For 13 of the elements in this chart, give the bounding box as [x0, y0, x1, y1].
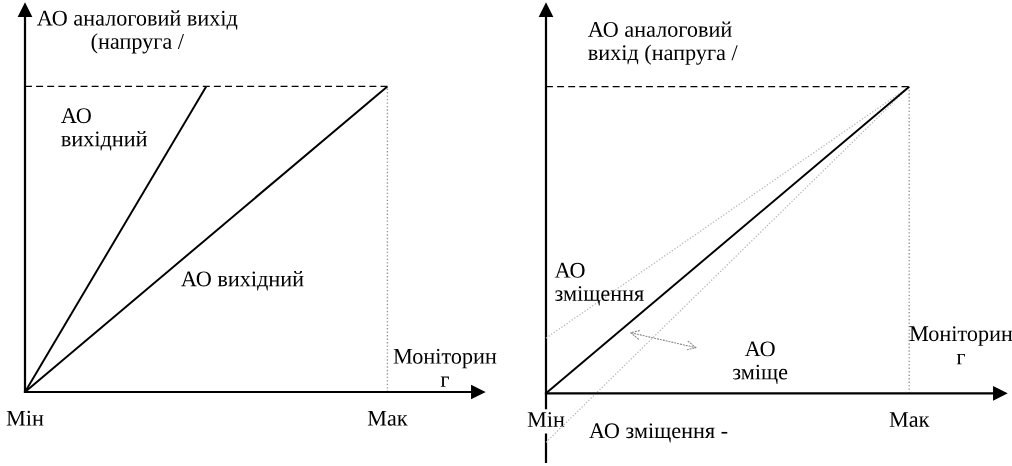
- x-tick-label: Мін: [527, 412, 565, 427]
- series-label: АО зміщення -: [589, 423, 728, 443]
- x-tick-label: Мак: [367, 410, 408, 426]
- x-axis-title: Моніторин г: [909, 326, 1012, 365]
- series-label: АО вихідний: [61, 108, 147, 151]
- series-label: АО вихідний: [181, 270, 304, 291]
- y-axis-title: АО аналоговий вихід (напруга /: [37, 10, 238, 54]
- x-tick-label: Мак: [889, 412, 930, 428]
- x-tick-label: Мін: [6, 410, 44, 426]
- annotation: АО зміще: [732, 341, 788, 384]
- y-axis-title: АО аналоговий вихід (напруга /: [587, 21, 738, 65]
- series-label: АО зміщення: [554, 262, 644, 306]
- x-axis-title: Моніторин г: [393, 348, 497, 387]
